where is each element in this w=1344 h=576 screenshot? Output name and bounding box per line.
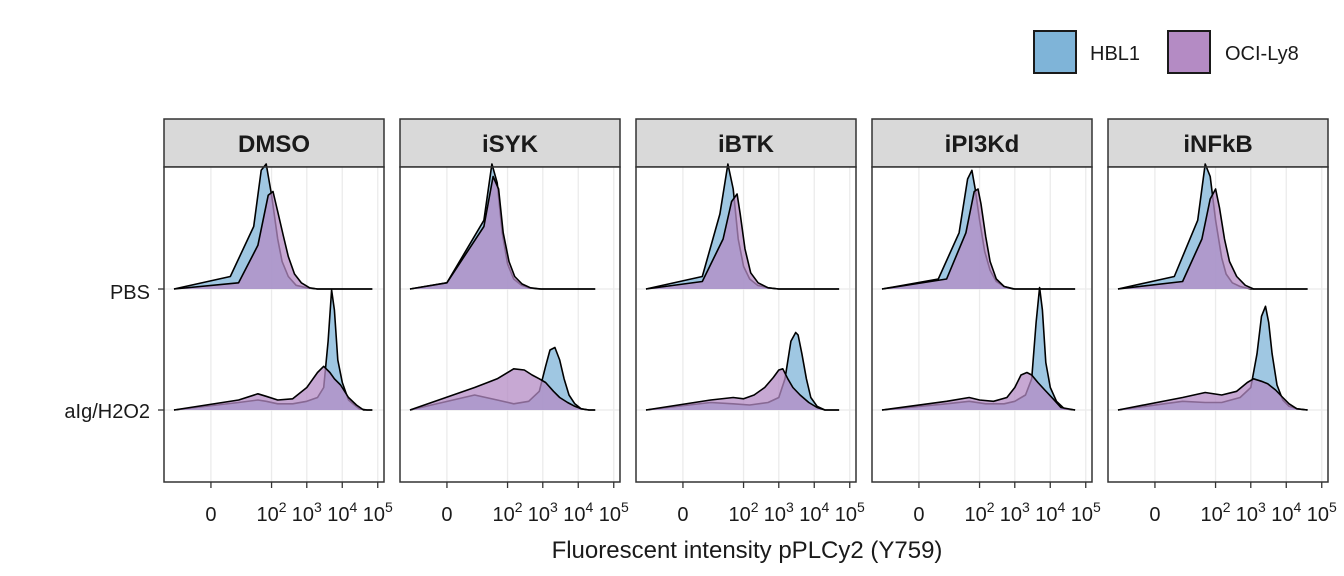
x-tick-label: 0 (205, 504, 216, 526)
density-line-oci-ly8-aig-h2o2-infkb (1117, 378, 1308, 411)
x-tick-label: 102 (965, 499, 995, 526)
strip-ibtk (635, 118, 857, 168)
strip-label-ibtk: iBTK (718, 131, 775, 158)
x-tick-label: 105 (1307, 499, 1337, 526)
x-tick-label: 103 (528, 499, 558, 526)
x-tick-label: 103 (292, 499, 322, 526)
density-fill-hbl1-aig-h2o2-dmso (174, 290, 373, 410)
x-tick-label: 103 (1236, 499, 1266, 526)
strip-ipi3kd (871, 118, 1093, 168)
density-line-oci-ly8-aig-h2o2-ibtk (645, 368, 840, 411)
density-fill-oci-ly8-pbs-infkb (1118, 189, 1308, 289)
density-fill-hbl1-aig-h2o2-ipi3kd (882, 287, 1076, 410)
panel-border-ibtk (635, 166, 857, 483)
x-tick-label: 104 (1271, 499, 1301, 526)
panel-border-dmso (163, 166, 385, 483)
plot-area-ibtk (636, 167, 856, 482)
density-fill-oci-ly8-pbs-ipi3kd (882, 189, 1076, 289)
panel-ibtk: iBTK 0 102 103 104 105 (635, 118, 865, 526)
strip-label-infkb: iNFkB (1183, 131, 1252, 158)
density-line-oci-ly8-pbs-infkb (1117, 188, 1308, 290)
density-line-oci-ly8-pbs-ibtk (645, 193, 840, 290)
density-fill-oci-ly8-pbs-ibtk (646, 194, 840, 289)
x-tick-label: 104 (799, 499, 829, 526)
x-tick-label: 102 (729, 499, 759, 526)
density-line-oci-ly8-pbs-isyk (409, 175, 596, 290)
legend: HBL1 OCI-Ly8 (1033, 30, 1299, 74)
y-label-aig-h2o2: aIg/H2O2 (64, 401, 150, 423)
panel-dmso: DMSO 0 102 103 104 105 (158, 118, 393, 526)
legend-label-hbl1: HBL1 (1090, 43, 1140, 65)
x-axis-title: Fluorescent intensity pPLCy2 (Y759) (552, 537, 943, 564)
x-tick-label: 102 (257, 499, 287, 526)
strip-label-ipi3kd: iPI3Kd (945, 131, 1020, 158)
legend-key-hbl1 (1033, 30, 1077, 74)
strip-dmso (163, 118, 385, 168)
density-line-oci-ly8-pbs-ipi3kd (881, 188, 1076, 290)
panel-infkb: iNFkB 0 102 103 104 105 (1107, 118, 1337, 526)
legend-label-oci-ly8: OCI-Ly8 (1225, 43, 1299, 65)
x-tick-label: 105 (835, 499, 865, 526)
x-tick-label: 0 (677, 504, 688, 526)
x-tick-label: 102 (1201, 499, 1231, 526)
legend-key-oci-ly8 (1167, 30, 1211, 74)
density-line-oci-ly8-aig-h2o2-ipi3kd (881, 371, 1076, 411)
x-tick-label: 105 (1071, 499, 1101, 526)
panel-border-ipi3kd (871, 166, 1093, 483)
panel-border-isyk (399, 166, 621, 483)
x-tick-label: 0 (913, 504, 924, 526)
density-fill-oci-ly8-aig-h2o2-isyk (410, 368, 596, 410)
density-fill-oci-ly8-aig-h2o2-dmso (174, 366, 373, 410)
x-tick-label: 104 (563, 499, 593, 526)
density-line-oci-ly8-pbs-dmso (173, 190, 373, 290)
x-tick-label: 0 (441, 504, 452, 526)
density-line-oci-ly8-aig-h2o2-isyk (409, 368, 596, 411)
density-line-oci-ly8-aig-h2o2-dmso (173, 365, 373, 411)
strip-label-isyk: iSYK (482, 131, 539, 158)
plot-area-isyk (400, 167, 620, 482)
x-tick-label: 104 (327, 499, 357, 526)
x-tick-label: 102 (493, 499, 523, 526)
y-label-pbs: PBS (110, 282, 150, 304)
density-fill-oci-ly8-aig-h2o2-ipi3kd (882, 372, 1076, 410)
density-fill-oci-ly8-aig-h2o2-ibtk (646, 368, 840, 410)
x-tick-label: 0 (1149, 504, 1160, 526)
strip-label-dmso: DMSO (238, 131, 310, 158)
x-tick-label: 103 (764, 499, 794, 526)
panel-border-infkb (1107, 166, 1329, 483)
density-fill-oci-ly8-pbs-dmso (174, 191, 373, 289)
x-tick-label: 104 (1035, 499, 1065, 526)
x-tick-label: 105 (363, 499, 393, 526)
strip-infkb (1107, 118, 1329, 168)
y-axis-labels: PBS aIg/H2O2 (64, 282, 150, 423)
x-tick-label: 105 (599, 499, 629, 526)
panel-isyk: iSYK 0 102 103 104 105 (399, 118, 629, 526)
panel-ipi3kd: iPI3Kd 0 102 103 104 105 (871, 118, 1101, 526)
x-tick-label: 103 (1000, 499, 1030, 526)
strip-isyk (399, 118, 621, 168)
